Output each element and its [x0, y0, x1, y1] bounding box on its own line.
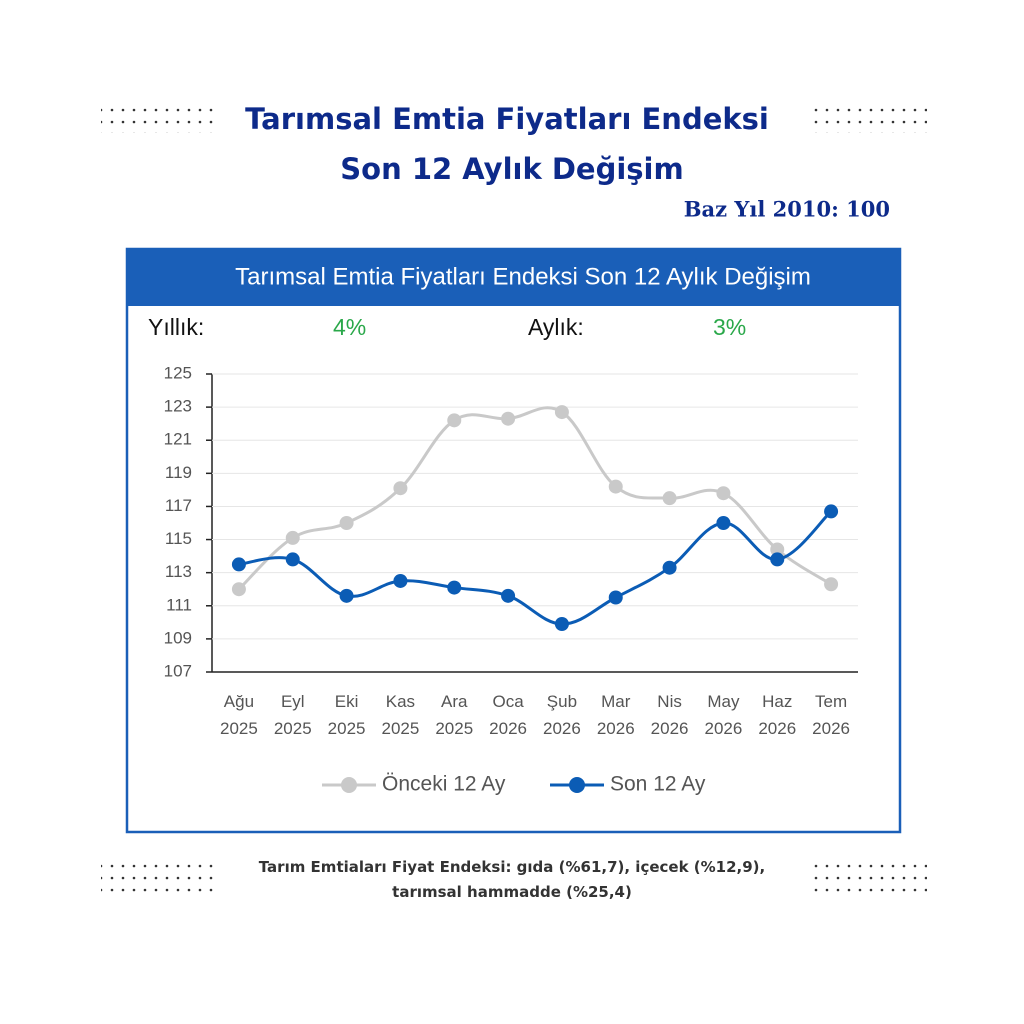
y-tick-label: 125 — [164, 363, 192, 382]
page-title: Tarımsal Emtia Fiyatları Endeksi — [245, 102, 769, 136]
data-point — [770, 552, 785, 567]
x-tick-label: Kas 2025 — [381, 692, 420, 738]
data-point — [447, 413, 462, 428]
x-tick-label: Haz 2026 — [758, 692, 797, 738]
y-tick-label: 121 — [164, 430, 192, 449]
dots-decoration — [812, 101, 927, 133]
data-point — [554, 616, 569, 631]
legend-label: Son 12 Ay — [610, 773, 706, 796]
data-point — [231, 557, 246, 572]
page-subtitle: Son 12 Aylık Değişim — [340, 152, 683, 186]
data-point — [824, 577, 839, 592]
data-point — [393, 573, 408, 588]
data-point — [231, 582, 246, 597]
x-tick-label: Ara 2025 — [435, 692, 474, 738]
dots-decoration — [101, 862, 216, 894]
data-point — [285, 552, 300, 567]
y-tick-label: 123 — [164, 397, 192, 416]
data-point — [662, 560, 677, 575]
legend-marker — [569, 777, 585, 793]
data-point — [554, 405, 569, 420]
data-point — [447, 580, 462, 595]
data-point — [824, 504, 839, 519]
x-tick-label: Nis 2026 — [650, 692, 689, 738]
chart-panel — [125, 247, 902, 834]
annual-value: 4% — [333, 314, 366, 340]
monthly-label: Aylık: — [528, 314, 584, 340]
data-point — [501, 588, 516, 603]
y-tick-label: 113 — [165, 562, 192, 581]
x-tick-label: Oca 2026 — [489, 692, 527, 738]
y-tick-label: 115 — [165, 529, 192, 548]
chart-header — [127, 249, 900, 306]
legend-label: Önceki 12 Ay — [382, 773, 506, 796]
x-tick-label: Şub 2026 — [542, 692, 581, 738]
chart-title: Tarımsal Emtia Fiyatları Endeksi Son 12 … — [235, 263, 811, 290]
legend-marker — [341, 777, 357, 793]
data-point — [285, 530, 300, 545]
y-tick-label: 107 — [164, 661, 192, 680]
data-point — [339, 588, 354, 603]
data-point — [339, 516, 354, 530]
annual-label: Yıllık: — [148, 314, 204, 340]
data-point — [608, 590, 623, 605]
x-tick-label: Tem 2026 — [812, 692, 850, 738]
y-tick-label: 109 — [164, 628, 192, 647]
x-tick-label: Ağu 2025 — [219, 692, 258, 738]
y-tick-label: 117 — [165, 496, 192, 515]
x-tick-label: Eyl 2025 — [273, 692, 312, 738]
dots-decoration — [101, 101, 216, 133]
data-point — [501, 411, 516, 426]
data-point — [608, 479, 623, 494]
data-point — [716, 516, 731, 530]
data-point — [393, 481, 408, 496]
x-tick-label: Eki 2025 — [327, 692, 366, 738]
y-tick-label: 111 — [166, 595, 192, 614]
base-year: Baz Yıl 2010: 100 — [684, 197, 890, 222]
dots-decoration — [812, 862, 927, 894]
data-point — [662, 491, 677, 506]
data-point — [716, 486, 731, 501]
x-tick-label: Mar 2026 — [596, 692, 635, 738]
monthly-value: 3% — [713, 314, 746, 340]
y-tick-label: 119 — [165, 463, 192, 482]
x-tick-label: May 2026 — [704, 692, 743, 738]
footnote: Tarım Emtiaları Fiyat Endeksi: gıda (%61… — [258, 858, 766, 901]
data-point — [770, 542, 785, 557]
